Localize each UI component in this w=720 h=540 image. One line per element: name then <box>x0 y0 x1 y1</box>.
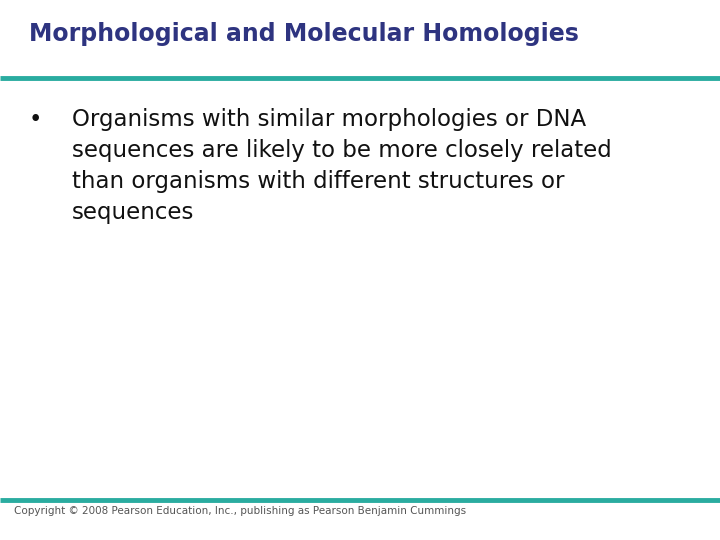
Text: Morphological and Molecular Homologies: Morphological and Molecular Homologies <box>29 22 579 45</box>
Text: Copyright © 2008 Pearson Education, Inc., publishing as Pearson Benjamin Cumming: Copyright © 2008 Pearson Education, Inc.… <box>14 505 467 516</box>
Text: •: • <box>29 108 42 131</box>
Text: Organisms with similar morphologies or DNA
sequences are likely to be more close: Organisms with similar morphologies or D… <box>72 108 612 224</box>
